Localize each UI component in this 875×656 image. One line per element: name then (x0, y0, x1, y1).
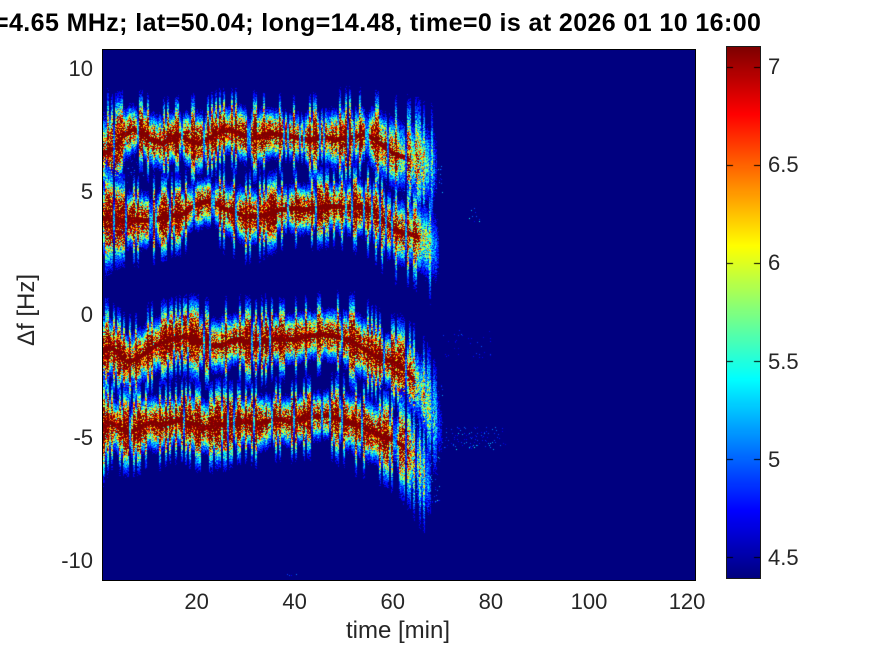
x-tick-label: 120 (668, 589, 706, 614)
x-tick-label: 20 (184, 589, 209, 614)
colorbar (726, 46, 761, 579)
colorbar-tick-label: 5 (768, 447, 781, 472)
colorbar-tick-label: 6.5 (768, 152, 799, 177)
y-tick-label: 10 (68, 55, 93, 81)
colorbar-canvas (727, 47, 760, 578)
spectrogram-canvas (103, 50, 695, 580)
x-tick-label: 80 (478, 589, 504, 614)
x-tick-label: 60 (380, 589, 405, 614)
colorbar-tick-label: 5.5 (768, 348, 799, 374)
y-tick-label: 5 (80, 178, 93, 204)
x-axis-label: time [min] (345, 617, 450, 644)
x-tick-label: 100 (570, 589, 608, 614)
colorbar-tick-label: 7 (768, 53, 781, 79)
figure-title: =4.65 MHz; lat=50.04; long=14.48, time=0… (0, 9, 762, 37)
x-tick-label: 40 (282, 589, 307, 614)
y-tick-label: 0 (80, 302, 93, 327)
colorbar-tick-label: 6 (768, 250, 781, 276)
y-tick-label: -5 (73, 425, 93, 451)
plot-area (102, 49, 696, 581)
y-tick-label: -10 (61, 548, 93, 574)
colorbar-tick-label: 4.5 (768, 545, 799, 571)
